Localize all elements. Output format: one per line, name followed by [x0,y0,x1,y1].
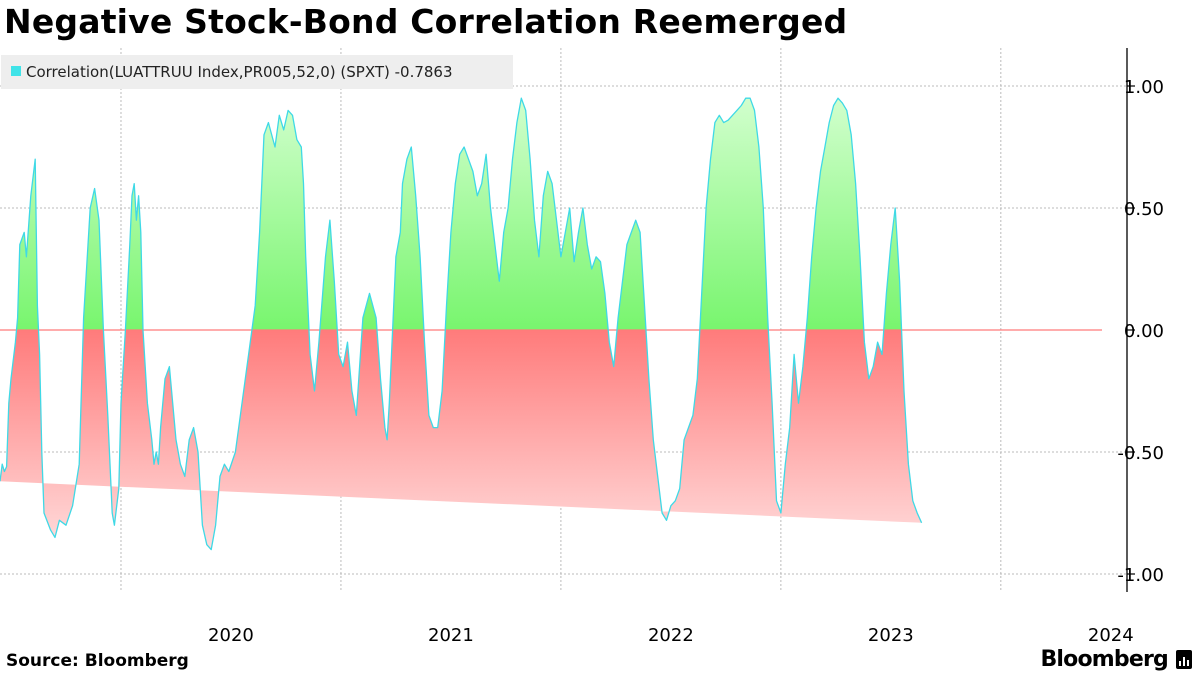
bloomberg-logo: Bloomberg [1040,647,1168,672]
source-note: Source: Bloomberg [6,651,189,671]
legend: Correlation(LUATTRUU Index,PR005,52,0) (… [1,55,513,89]
x-tick-label: 2023 [868,625,914,646]
correlation-series-line [0,97,923,551]
chart-title: Negative Stock-Bond Correlation Reemerge… [4,2,848,41]
x-tick-label: 2020 [208,625,254,646]
x-tick-label: 2024 [1088,625,1134,646]
y-tick-label: 0.00 [1124,321,1164,342]
legend-swatch [11,66,21,76]
y-tick-label: -0.50 [1117,443,1164,464]
x-tick-label: 2022 [648,625,694,646]
y-tick-label: 0.50 [1124,199,1164,220]
legend-label: Correlation(LUATTRUU Index,PR005,52,0) (… [26,63,453,81]
bloomberg-terminal-icon [1176,650,1192,669]
negative-correlation-area [0,330,922,550]
y-axis: 1.00 0.50 0.00 -0.50 -1.00 [1117,48,1164,592]
x-tick-label: 2021 [428,625,474,646]
legend-background [1,55,513,89]
y-tick-label: 1.00 [1124,77,1164,98]
x-axis: 2020 2021 2022 2023 2024 [208,625,1134,646]
y-tick-label: -1.00 [1117,565,1164,586]
positive-correlation-area [16,98,902,330]
